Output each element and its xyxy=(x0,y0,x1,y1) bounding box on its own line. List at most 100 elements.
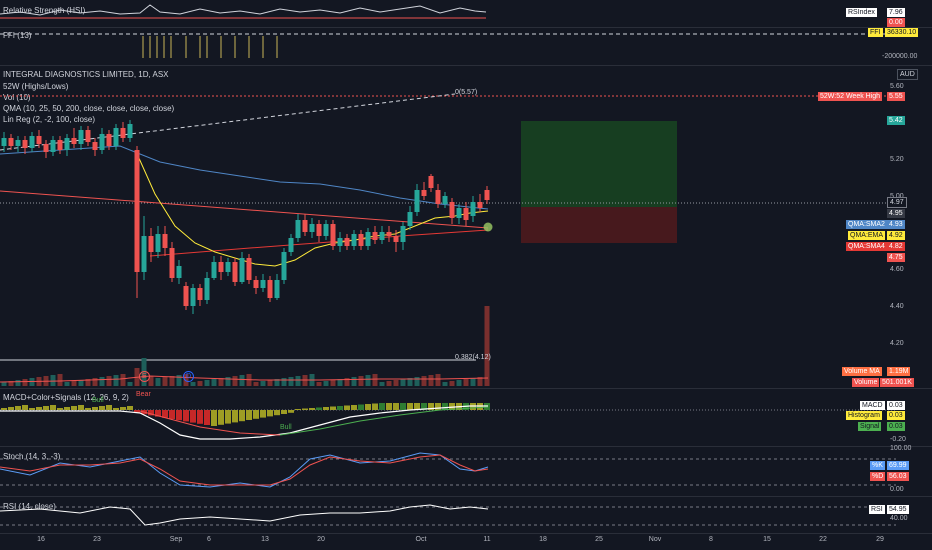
price-chart xyxy=(0,93,896,361)
target-value: 5.42 xyxy=(887,116,905,125)
indicator-52w: 52W (Highs/Lows) xyxy=(3,82,69,91)
volume-bar xyxy=(435,374,441,386)
macd-histogram-bar xyxy=(148,410,154,416)
hsi-rsi-legend-value: 7.96 xyxy=(887,8,905,17)
candle-body xyxy=(463,208,469,220)
volume-bar xyxy=(127,382,133,386)
currency-label[interactable]: AUD xyxy=(897,69,918,80)
signal-legend-value: 0.03 xyxy=(887,422,905,431)
time-tick: 16 xyxy=(37,536,45,543)
candle-body xyxy=(113,128,119,146)
earnings-marker[interactable]: E xyxy=(139,371,150,382)
macd-histogram-bar xyxy=(218,410,224,425)
candle-body xyxy=(358,234,364,246)
time-tick: 8 xyxy=(709,536,713,543)
volume-bar xyxy=(260,381,266,386)
ffi-title: FFI (13) xyxy=(3,31,32,40)
candle-body xyxy=(50,140,56,152)
candle-body xyxy=(260,280,266,288)
candle-body xyxy=(435,190,441,204)
macd-histogram-bar xyxy=(351,405,357,410)
hsi-rsi-line xyxy=(0,4,487,19)
indicator-vol: Vol (10) xyxy=(3,93,31,102)
candle-body xyxy=(274,280,280,298)
stoch-pane[interactable]: Stoch (14, 3, -3) xyxy=(0,447,896,495)
candle-body xyxy=(351,234,357,246)
macd-histogram-bar xyxy=(204,410,210,425)
volume-bar xyxy=(400,379,406,386)
macd-histogram-bar xyxy=(365,404,371,410)
candle-body xyxy=(78,130,84,144)
price-pane[interactable]: INTEGRAL DIAGNOSTICS LIMITED, 1D, ASX 52… xyxy=(0,66,896,386)
candle-body xyxy=(470,202,476,216)
volume-bar xyxy=(22,379,28,386)
price-tick-2: 5.20 xyxy=(890,156,904,163)
candle-body xyxy=(85,130,91,142)
histogram-legend-value: 0.03 xyxy=(887,411,905,420)
time-axis[interactable]: 16 23 Sep 6 13 20 Oct 11 18 25 Nov 8 15 … xyxy=(0,534,932,550)
macd-histogram-bar xyxy=(1,408,7,410)
volume-bar xyxy=(407,378,413,386)
macd-histogram-bar xyxy=(232,410,238,423)
ffi-pane[interactable]: FFI (13) xyxy=(0,28,896,64)
macd-histogram-bar xyxy=(92,407,98,410)
time-tick: 15 xyxy=(763,536,771,543)
candle-body xyxy=(365,232,371,246)
volume-bar xyxy=(316,382,322,386)
volume-label: Volume xyxy=(852,378,880,387)
candle-body xyxy=(295,220,301,238)
volume-bar xyxy=(15,380,21,386)
dividend-marker[interactable]: D xyxy=(183,371,195,382)
macd-histogram-bar xyxy=(15,406,21,410)
candle-body xyxy=(484,190,490,200)
macd-histogram-bar xyxy=(78,405,84,410)
rsi-pane[interactable]: RSI (14, close) xyxy=(0,497,896,533)
macd-histogram-bar xyxy=(85,408,91,410)
macd-bear-signal: Bear xyxy=(136,391,151,398)
candle-body xyxy=(386,232,392,236)
macd-legend-label: MACD xyxy=(860,401,885,410)
macd-histogram-bar xyxy=(197,410,203,424)
macd-histogram-bar xyxy=(253,410,259,419)
macd-histogram-bar xyxy=(421,403,427,410)
macd-histogram-bar xyxy=(120,407,126,410)
candle-body xyxy=(162,234,168,248)
price-tick-1: 5.60 xyxy=(890,83,904,90)
time-tick: Nov xyxy=(648,536,662,543)
volume-bar xyxy=(372,374,378,386)
time-tick: 6 xyxy=(207,536,211,543)
macd-histogram-bar xyxy=(344,405,350,410)
time-tick: Sep xyxy=(169,536,183,543)
candle-body xyxy=(372,232,378,240)
candle-body xyxy=(253,280,259,288)
candle-body xyxy=(421,190,427,196)
candle-body xyxy=(414,190,420,212)
candle-body xyxy=(477,202,483,208)
candle-body xyxy=(330,224,336,246)
macd-histogram-bar xyxy=(127,406,133,410)
candle-body xyxy=(232,262,238,282)
price-tick-4: 4.60 xyxy=(890,266,904,273)
macd-histogram-bar xyxy=(337,406,343,410)
price-tick-5: 4.40 xyxy=(890,303,904,310)
volume-bar xyxy=(442,382,448,386)
volume-ma-label: Volume MA xyxy=(842,367,882,376)
stop-value: 4.75 xyxy=(887,253,905,262)
volume-bar xyxy=(99,377,105,386)
volume-bar xyxy=(344,378,350,386)
week52-value: 5.55 xyxy=(887,92,905,101)
ema-value: 4.92 xyxy=(887,231,905,240)
volume-bar xyxy=(386,381,392,386)
candle-body xyxy=(316,224,322,236)
stoch-k-label: %K xyxy=(870,461,885,470)
candle-body xyxy=(15,140,21,146)
volume-bar xyxy=(281,378,287,386)
hsi-rsi-pane[interactable]: Relative Strength (HSI) xyxy=(0,0,896,26)
candle-body xyxy=(43,144,49,152)
price-tick-6: 4.20 xyxy=(890,340,904,347)
macd-bull-signal-1: Bull xyxy=(92,397,104,404)
time-tick: 18 xyxy=(539,536,547,543)
volume-bar xyxy=(477,377,483,386)
time-tick: 22 xyxy=(819,536,827,543)
macd-pane[interactable]: MACD+Color+Signals (12, 26, 9, 2) Bear B… xyxy=(0,389,896,445)
